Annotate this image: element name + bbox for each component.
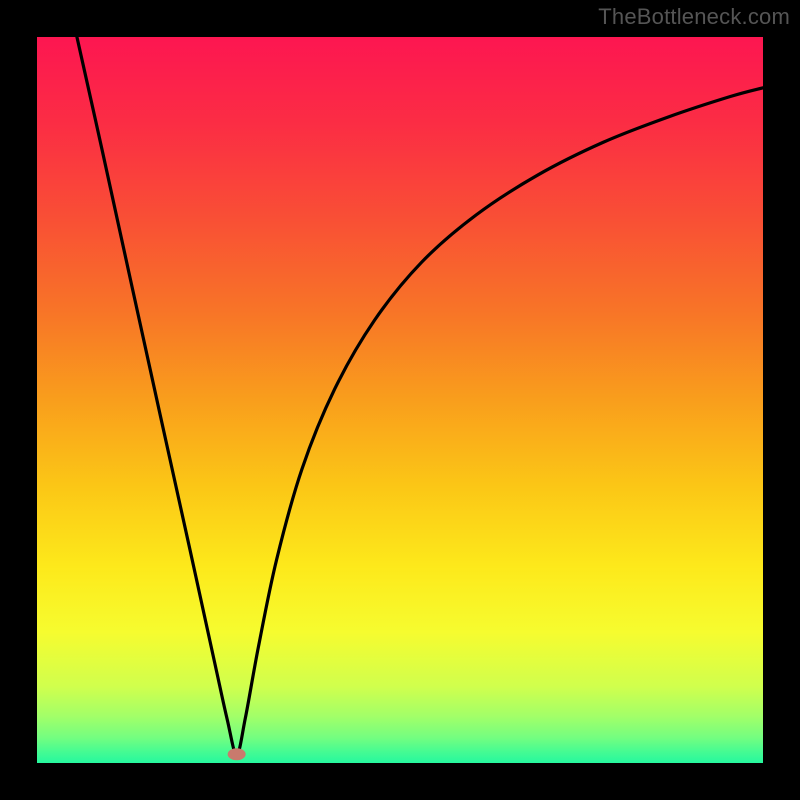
plot-area [37,37,763,763]
gradient-background [37,37,763,763]
chart-frame: TheBottleneck.com [0,0,800,800]
watermark-text: TheBottleneck.com [598,4,790,30]
minimum-marker [228,748,246,760]
plot-svg [37,37,763,763]
